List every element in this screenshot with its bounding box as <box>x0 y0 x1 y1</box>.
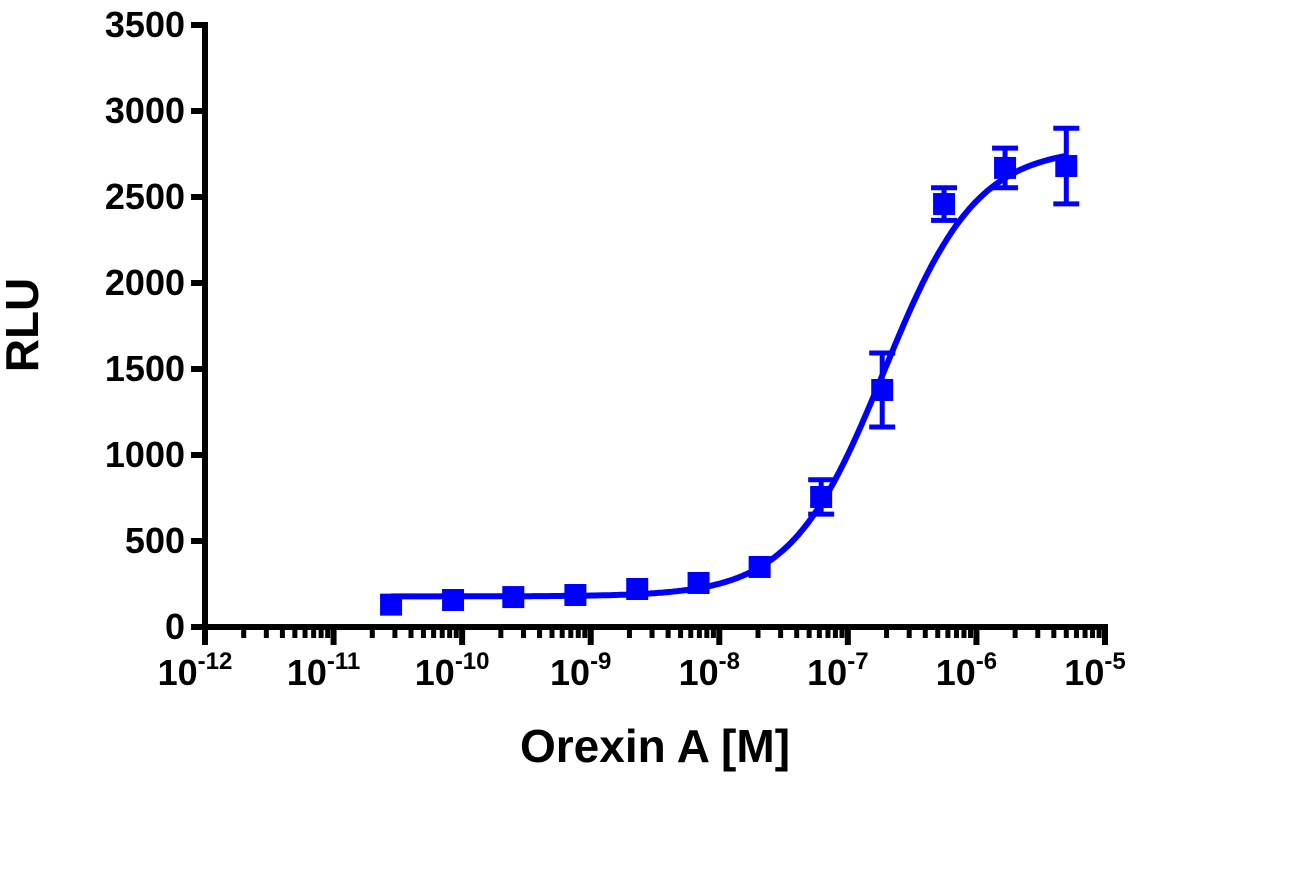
data-point <box>564 584 587 607</box>
y-tick-labels: 0 500 1000 1500 2000 2500 3000 3500 <box>105 4 185 647</box>
data-point <box>442 588 465 611</box>
data-point <box>933 193 956 216</box>
data-point <box>748 555 771 578</box>
data-point <box>994 156 1017 179</box>
x-tick-label: 10-7 <box>807 648 868 693</box>
x-tick-label: 10-6 <box>936 648 997 693</box>
y-tick-label: 1500 <box>105 348 185 389</box>
y-tick-label: 2500 <box>105 176 185 217</box>
data-point <box>871 378 894 401</box>
data-point <box>1055 155 1078 178</box>
y-tick-label: 500 <box>125 520 185 561</box>
x-tick-label: 10-11 <box>287 648 360 693</box>
x-tick-label: 10-8 <box>679 648 740 693</box>
data-point <box>502 586 525 609</box>
y-tick-label: 2000 <box>105 262 185 303</box>
data-point <box>380 593 403 616</box>
x-tick-label: 10-10 <box>415 648 490 693</box>
y-tick-label: 3500 <box>105 4 185 45</box>
axes <box>191 22 1108 645</box>
fit-curve <box>391 152 1067 600</box>
y-tick-label: 1000 <box>105 434 185 475</box>
data-point <box>810 485 833 508</box>
data-point <box>687 571 710 594</box>
data-points <box>380 125 1080 616</box>
y-axis-label: RLU <box>0 278 48 373</box>
x-tick-label: 10-5 <box>1064 648 1125 693</box>
y-tick-label: 0 <box>165 606 185 647</box>
x-tick-label: 10-9 <box>550 648 611 693</box>
x-axis-label: Orexin A [M] <box>520 720 790 772</box>
data-point <box>626 577 649 600</box>
x-tick-label: 10-12 <box>158 648 233 693</box>
y-tick-label: 3000 <box>105 90 185 131</box>
x-tick-labels: 10-12 10-11 10-10 10-9 10-8 10-7 10-6 10-5 <box>158 648 1126 693</box>
